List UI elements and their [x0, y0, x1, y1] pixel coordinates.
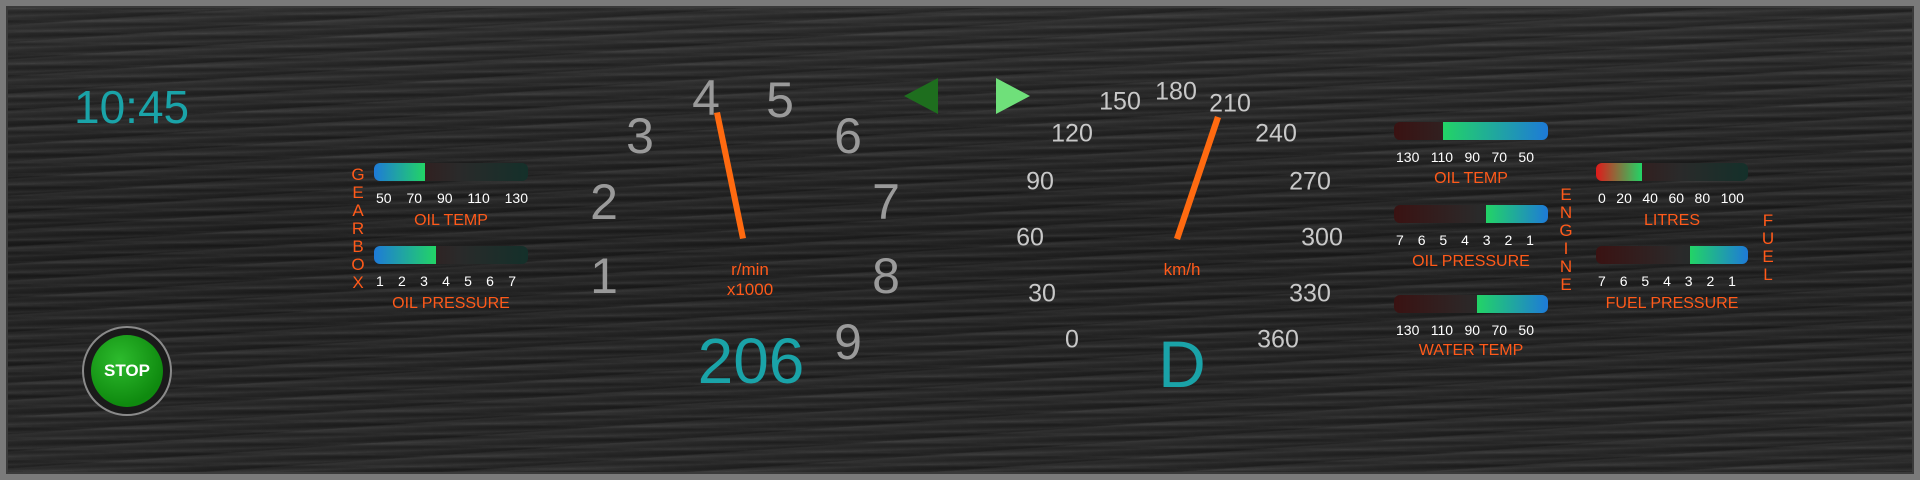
fuel-pressure-label: FUEL PRESSURE [1605, 295, 1739, 312]
tachometer-needle [714, 112, 746, 239]
gauge-needles [714, 112, 1221, 240]
fuel-litres-scale: 0 20 40 60 80 100 [1598, 190, 1744, 206]
speed-tick: 30 [1028, 279, 1056, 308]
tach-tick: 9 [834, 314, 862, 370]
speedometer-needle [1174, 116, 1221, 240]
speed-tick: 120 [1051, 119, 1093, 148]
speed-tick: 210 [1209, 89, 1251, 118]
tach-tick: 3 [626, 108, 654, 164]
engine-oil-temp-label: OIL TEMP [1434, 170, 1508, 187]
speed-tick: 150 [1099, 87, 1141, 116]
engine-oil-temp-scale: 130 110 90 70 50 [1396, 149, 1534, 165]
speed-unit: km/h [1163, 260, 1201, 279]
gearbox-oil-pressure-bar [374, 246, 528, 264]
stop-button[interactable]: STOP [82, 326, 172, 416]
fuel-litres-label: LITRES [1643, 212, 1700, 229]
speed-tick: 270 [1289, 167, 1331, 196]
fuel-pressure-bar [1596, 246, 1748, 264]
speed-tick: 240 [1255, 119, 1297, 148]
fuel-litres-bar [1596, 163, 1748, 181]
engine-water-temp-label: WATER TEMP [1418, 342, 1524, 359]
gear-indicator: D [1158, 327, 1206, 401]
speed-tick: 60 [1016, 223, 1044, 252]
engine-water-temp-bar [1394, 295, 1548, 313]
engine-oil-pressure-label: OIL PRESSURE [1412, 253, 1530, 270]
tach-tick: 2 [590, 174, 618, 230]
engine-oil-pressure-bar [1394, 205, 1548, 223]
right-arrow-icon[interactable] [996, 78, 1030, 114]
tach-tick: 5 [766, 72, 794, 128]
tach-tick: 1 [590, 248, 618, 304]
speed-tick: 0 [1065, 325, 1079, 354]
tach-tick: 7 [872, 174, 900, 230]
speed-tick: 180 [1155, 77, 1197, 106]
tach-tick: 4 [692, 70, 720, 126]
stop-button-label: STOP [91, 335, 163, 407]
speed-tick: 90 [1026, 167, 1054, 196]
speed-tick: 300 [1301, 223, 1343, 252]
speed-tick: 330 [1289, 279, 1331, 308]
tach-tick: 6 [834, 108, 862, 164]
tach-tick: 8 [872, 248, 900, 304]
clock: 10:45 [74, 81, 190, 133]
speed-tick: 360 [1257, 325, 1299, 354]
gearbox-oil-pressure-label: OIL PRESSURE [392, 295, 510, 312]
engine-water-temp-scale: 130 110 90 70 50 [1396, 322, 1534, 338]
gearbox-oil-temp-bar [374, 163, 528, 181]
gearbox-oil-temp-scale: 50 70 90 110 130 [376, 190, 528, 206]
tach-value: 206 [697, 325, 805, 397]
tach-unit: r/min x1000 [726, 260, 774, 299]
engine-oil-temp-bar [1394, 122, 1548, 140]
left-arrow-icon[interactable] [904, 78, 938, 114]
gearbox-oil-temp-label: OIL TEMP [414, 212, 488, 229]
